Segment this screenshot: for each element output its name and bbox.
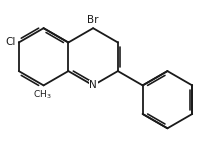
Text: Cl: Cl: [5, 37, 16, 47]
Text: Br: Br: [87, 15, 99, 25]
Text: N: N: [89, 80, 97, 90]
Text: CH$_3$: CH$_3$: [33, 89, 52, 101]
